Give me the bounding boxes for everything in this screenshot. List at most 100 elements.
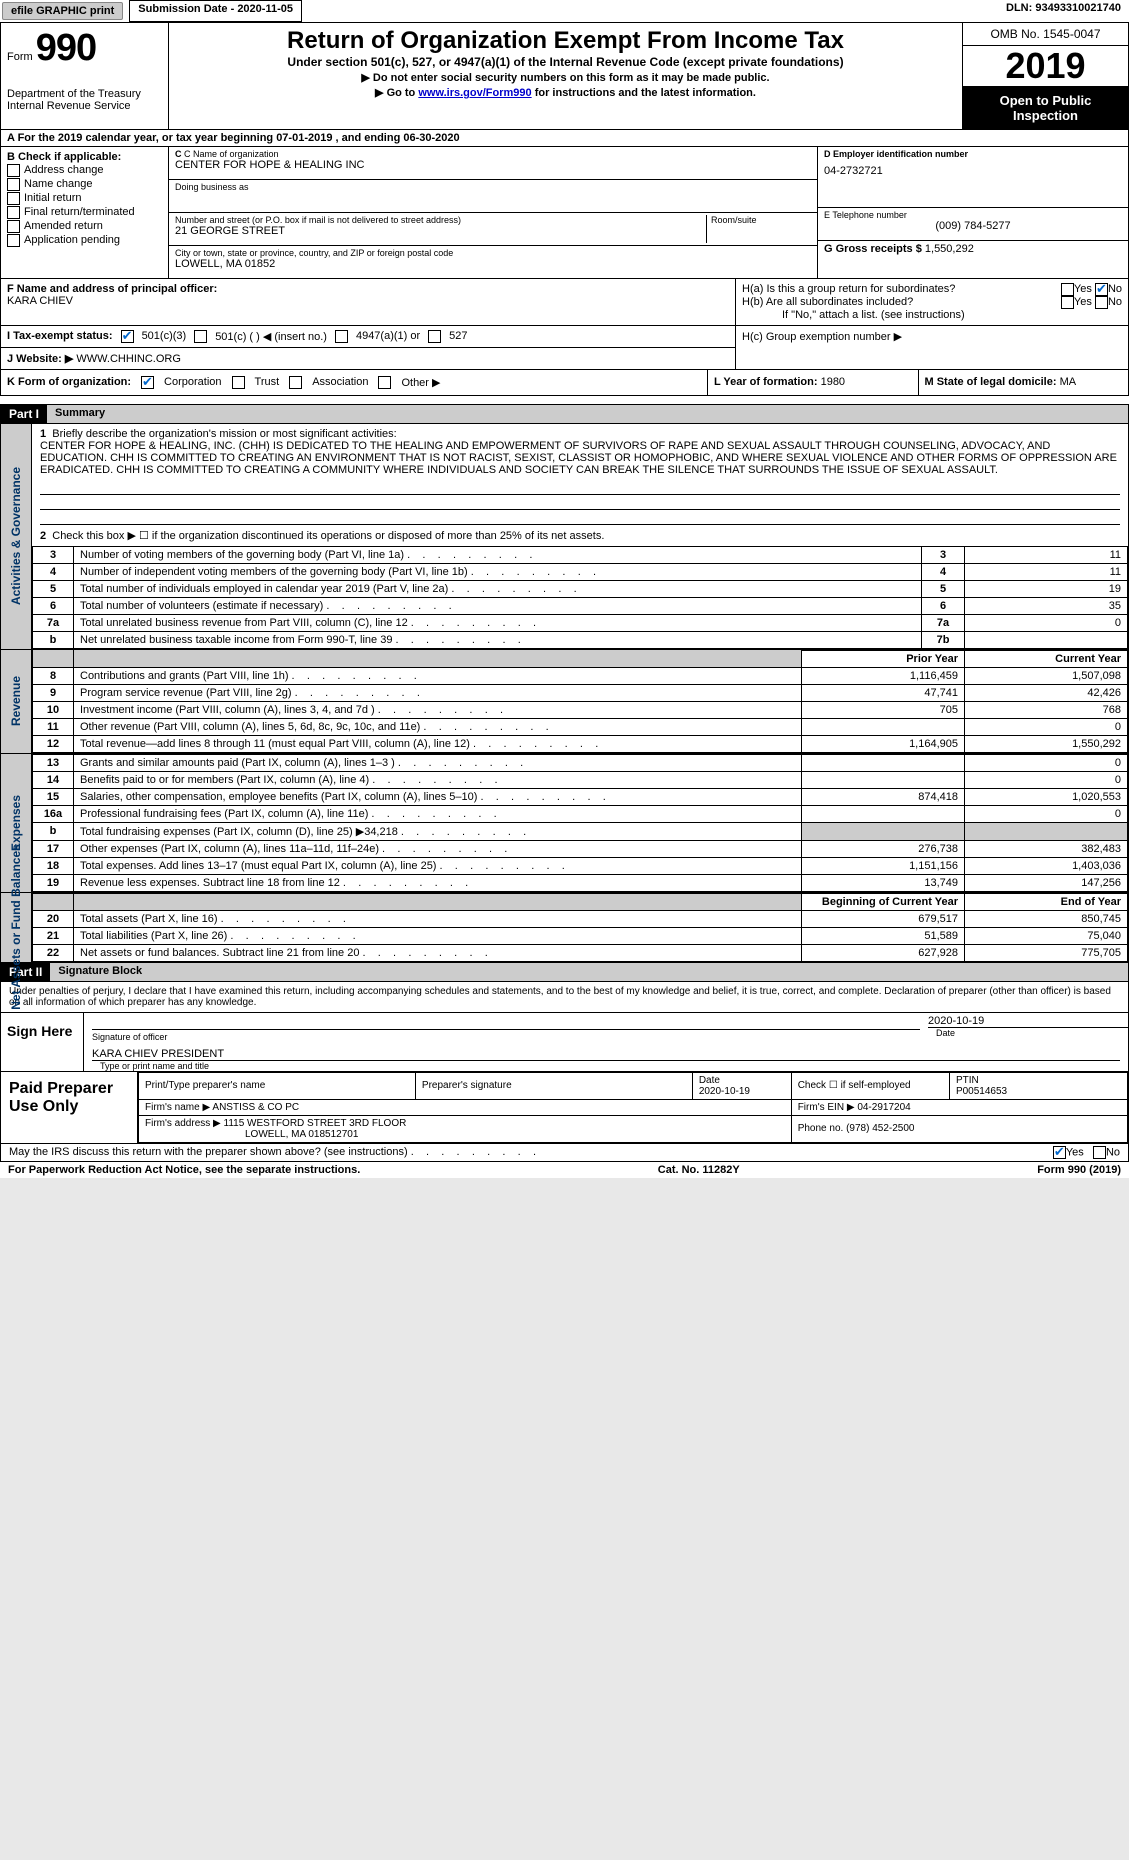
firm-name-label: Firm's name ▶	[145, 1102, 210, 1113]
org-name-cell: C C Name of organization CENTER FOR HOPE…	[169, 147, 817, 180]
discuss-no-cb[interactable]	[1093, 1146, 1106, 1159]
street-label: Number and street (or P.O. box if mail i…	[175, 215, 706, 225]
section-m: M State of legal domicile: MA	[919, 370, 1129, 395]
city-value: LOWELL, MA 01852	[175, 258, 811, 270]
cb-final-return[interactable]: Final return/terminated	[7, 206, 162, 219]
top-bar: efile GRAPHIC print Submission Date - 20…	[0, 0, 1129, 23]
cb-application-pending[interactable]: Application pending	[7, 234, 162, 247]
paperwork-notice: For Paperwork Reduction Act Notice, see …	[8, 1164, 360, 1176]
instruction-ssn: ▶ Do not enter social security numbers o…	[179, 71, 952, 84]
ein-cell: D Employer identification number 04-2732…	[818, 147, 1128, 208]
sig-officer-label: Signature of officer	[84, 1032, 928, 1042]
open-public-badge: Open to Public Inspection	[963, 87, 1128, 129]
table-row: 12Total revenue—add lines 8 through 11 (…	[33, 735, 1128, 752]
part1-title: Summary	[47, 405, 1128, 423]
sig-date-label: Date	[928, 1027, 1128, 1038]
form-label: Form	[7, 51, 33, 63]
year-formation-label: L Year of formation:	[714, 376, 818, 388]
ha-label: H(a) Is this a group return for subordin…	[742, 283, 1061, 295]
table-row: 20Total assets (Part X, line 16)679,5178…	[33, 910, 1128, 927]
sig-name-title: KARA CHIEV PRESIDENT	[84, 1042, 1128, 1060]
cb-initial-return[interactable]: Initial return	[7, 192, 162, 205]
section-i: I Tax-exempt status: 501(c)(3) 501(c) ( …	[1, 326, 735, 348]
irs-link[interactable]: www.irs.gov/Form990	[418, 87, 531, 99]
part1-header: Part I	[1, 405, 47, 423]
discuss-yes-cb[interactable]	[1053, 1146, 1066, 1159]
phone-label: E Telephone number	[824, 210, 1122, 220]
end-year-header: End of Year	[965, 893, 1128, 910]
table-row: 14Benefits paid to or for members (Part …	[33, 771, 1128, 788]
table-row: bTotal fundraising expenses (Part IX, co…	[33, 822, 1128, 840]
phone-cell: E Telephone number (009) 784-5277	[818, 208, 1128, 241]
street-value: 21 GEORGE STREET	[175, 225, 706, 237]
section-b-heading: B Check if applicable:	[7, 151, 162, 163]
header-center: Return of Organization Exempt From Incom…	[169, 23, 963, 129]
officer-name: KARA CHIEV	[7, 295, 73, 307]
cb-amended-return[interactable]: Amended return	[7, 220, 162, 233]
expenses-block: Expenses 13Grants and similar amounts pa…	[0, 754, 1129, 893]
firm-phone-label: Phone no.	[798, 1123, 844, 1134]
tax-status-label: I Tax-exempt status:	[7, 330, 113, 342]
submission-date: Submission Date - 2020-11-05	[129, 0, 302, 22]
efile-print-button[interactable]: efile GRAPHIC print	[2, 2, 123, 20]
section-fhijk: F Name and address of principal officer:…	[0, 279, 1129, 396]
instr-pre: ▶ Go to	[375, 87, 418, 99]
org-name-label: C Name of organization	[184, 149, 279, 159]
table-row: 15Salaries, other compensation, employee…	[33, 788, 1128, 805]
part1-header-row: Part I Summary	[0, 404, 1129, 424]
domicile-label: M State of legal domicile:	[925, 376, 1057, 388]
dept-treasury: Department of the Treasury Internal Reve…	[7, 88, 162, 112]
side-label-net: Net Assets or Fund Balances	[1, 893, 32, 962]
ptin-value: P00514653	[956, 1086, 1007, 1097]
expenses-table: 13Grants and similar amounts paid (Part …	[32, 754, 1128, 892]
cb-address-change[interactable]: Address change	[7, 164, 162, 177]
org-name: CENTER FOR HOPE & HEALING INC	[175, 159, 811, 171]
website-value: WWW.CHHINC.ORG	[76, 353, 180, 365]
domicile: MA	[1060, 376, 1077, 388]
cb-other[interactable]	[378, 376, 391, 389]
side-label-gov: Activities & Governance	[1, 424, 32, 649]
section-h: H(a) Is this a group return for subordin…	[736, 279, 1128, 325]
hb-note: If "No," attach a list. (see instruction…	[742, 309, 1122, 321]
info-grid: B Check if applicable: Address change Na…	[0, 147, 1129, 279]
footer-bar: For Paperwork Reduction Act Notice, see …	[0, 1162, 1129, 1178]
cb-501c3[interactable]	[121, 330, 134, 343]
ha-yes-cb[interactable]	[1061, 283, 1074, 296]
table-row: 22Net assets or fund balances. Subtract …	[33, 944, 1128, 961]
dba-label: Doing business as	[175, 182, 811, 192]
table-row: 19Revenue less expenses. Subtract line 1…	[33, 874, 1128, 891]
tax-year: 2019	[963, 46, 1128, 87]
prep-sig-label: Preparer's signature	[415, 1072, 692, 1099]
table-row: 4Number of independent voting members of…	[33, 563, 1128, 580]
cb-527[interactable]	[428, 330, 441, 343]
cb-corporation[interactable]	[141, 376, 154, 389]
section-l: L Year of formation: 1980	[708, 370, 919, 395]
firm-city: LOWELL, MA 018512701	[145, 1129, 358, 1140]
hb-yes-cb[interactable]	[1061, 296, 1074, 309]
cb-name-change[interactable]: Name change	[7, 178, 162, 191]
firm-addr-label: Firm's address ▶	[145, 1118, 221, 1129]
ha-no-cb[interactable]	[1095, 283, 1108, 296]
cb-trust[interactable]	[232, 376, 245, 389]
row-fh: F Name and address of principal officer:…	[1, 279, 1128, 326]
section-k: K Form of organization: Corporation Trus…	[1, 370, 707, 395]
form-org-label: K Form of organization:	[7, 376, 131, 388]
prep-self-employed: Check ☐ if self-employed	[791, 1072, 949, 1099]
cb-association[interactable]	[289, 376, 302, 389]
discuss-text: May the IRS discuss this return with the…	[9, 1146, 536, 1159]
hb-no-cb[interactable]	[1095, 296, 1108, 309]
activities-governance-block: Activities & Governance 1 Briefly descri…	[0, 424, 1129, 650]
begin-year-header: Beginning of Current Year	[802, 893, 965, 910]
preparer-table: Print/Type preparer's name Preparer's si…	[138, 1072, 1128, 1143]
prep-date-value: 2020-10-19	[699, 1086, 750, 1097]
cb-4947[interactable]	[335, 330, 348, 343]
part2-title: Signature Block	[50, 963, 1128, 981]
side-label-rev: Revenue	[1, 650, 32, 753]
prior-year-header: Prior Year	[802, 650, 965, 667]
paid-preparer-heading: Paid Preparer Use Only	[1, 1072, 138, 1143]
header-right: OMB No. 1545-0047 2019 Open to Public In…	[963, 23, 1128, 129]
section-lm: L Year of formation: 1980 M State of leg…	[707, 370, 1128, 395]
cb-501c[interactable]	[194, 330, 207, 343]
form-number: 990	[36, 27, 96, 69]
net-assets-block: Net Assets or Fund Balances Beginning of…	[0, 893, 1129, 963]
